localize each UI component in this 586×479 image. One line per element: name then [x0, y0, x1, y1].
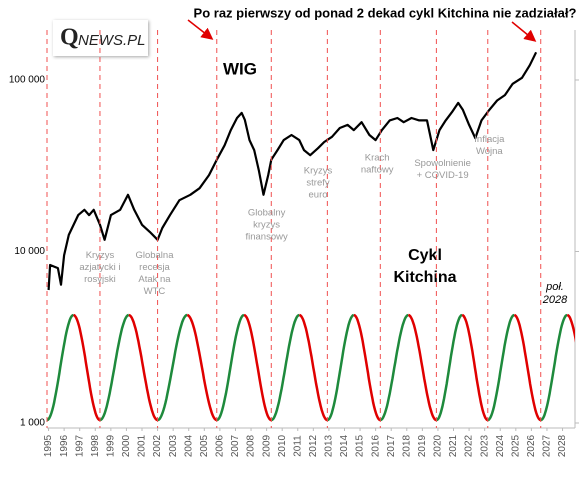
x-tick-label: 2003: [168, 434, 179, 457]
annotation: WTC: [144, 286, 166, 297]
x-tick-label: 2000: [121, 434, 132, 457]
x-tick-label: 1996: [59, 434, 70, 457]
cycle-rise: [47, 313, 74, 422]
cycle-rise: [216, 313, 245, 422]
series-line: [47, 51, 538, 291]
x-tick-label: 2017: [386, 434, 397, 457]
logo-q: Q: [60, 25, 79, 51]
x-tick-label: 2024: [495, 434, 506, 457]
x-tick-label: 2025: [510, 434, 521, 457]
cycle-fall: [128, 313, 158, 422]
x-tick-label: 2027: [542, 434, 553, 457]
x-tick-label: 1997: [74, 434, 85, 457]
cycle-rise: [487, 313, 515, 422]
logo-text: NEWS.PL: [78, 32, 146, 49]
cycle-rise: [540, 313, 568, 422]
cycle-rise: [157, 313, 188, 422]
annotation: strefy: [306, 177, 329, 188]
x-tick-label: 2014: [339, 434, 350, 457]
x-tick-label: 2016: [370, 434, 381, 457]
cycle-fall: [73, 313, 101, 422]
x-tick-label: 2001: [137, 434, 148, 457]
annotation: Wojna: [476, 146, 503, 157]
y-tick-label: 10 000: [14, 246, 45, 257]
annotation: azjatycki i: [79, 262, 120, 273]
annotation: Globalna: [135, 250, 174, 261]
cycle-fall: [186, 313, 218, 422]
annotation: Inflacja: [474, 134, 505, 145]
cycle-fall: [353, 313, 381, 422]
series-label: WIG: [223, 59, 257, 78]
x-tick-label: 2015: [355, 434, 366, 457]
annotation: kryzys: [253, 219, 280, 230]
x-tick-label: 1998: [90, 434, 101, 457]
arrow: [187, 19, 214, 40]
x-tick-label: 1995: [43, 434, 54, 457]
x-tick-label: 2007: [230, 434, 241, 457]
x-tick-label: 2019: [417, 434, 428, 457]
x-tick-label: 2011: [292, 435, 303, 457]
y-tick-label: 100 000: [9, 75, 46, 86]
arrow: [511, 21, 537, 42]
x-tick-label: 2022: [464, 434, 475, 457]
annotation: + COVID-19: [417, 170, 469, 181]
x-tick-label: 2023: [479, 434, 490, 457]
y-tick-label: 1 000: [20, 418, 45, 429]
x-tick-label: 2018: [401, 434, 412, 457]
x-tick-label: 1999: [105, 434, 116, 457]
annotation: Atak na: [138, 274, 171, 285]
annotation: euro: [309, 189, 328, 200]
cycle-fall: [461, 313, 489, 422]
annotation: Spowolnienie: [414, 158, 471, 169]
x-tick-label: 2010: [277, 434, 288, 457]
annotation: Kryzys: [86, 250, 115, 261]
annotation: finansowy: [245, 231, 287, 242]
logo-box: [53, 20, 148, 56]
x-tick-label: 2020: [433, 434, 444, 457]
cycle-rise: [435, 313, 463, 422]
annotation: Kryzys: [304, 165, 333, 176]
forecast-label: 2028: [542, 294, 568, 306]
x-tick-label: 2004: [183, 434, 194, 457]
cycle-label: Kitchina: [393, 269, 456, 286]
cycle-fall: [407, 313, 437, 422]
x-tick-label: 2012: [308, 434, 319, 457]
x-tick-label: 2013: [324, 434, 335, 457]
cycle-rise: [270, 313, 300, 422]
chart-title: Po raz pierwszy od ponad 2 dekad cykl Ki…: [194, 5, 577, 20]
cycle-fall: [298, 313, 328, 422]
cycle-fall: [243, 313, 272, 422]
cycle-rise: [379, 313, 409, 422]
x-tick-label: 2002: [152, 434, 163, 457]
cycle-label: Cykl: [408, 247, 442, 264]
annotation: naftowy: [361, 165, 394, 176]
annotation: recesja: [139, 262, 170, 273]
x-tick-label: 2026: [526, 434, 537, 457]
cycle-rise: [326, 313, 355, 422]
x-tick-label: 2028: [557, 434, 568, 457]
forecast-label: poł.: [545, 281, 564, 293]
plot-area: [47, 51, 575, 422]
x-tick-label: 2005: [199, 434, 210, 457]
x-tick-label: 2009: [261, 434, 272, 457]
annotation: Globalny: [248, 207, 286, 218]
x-tick-label: 2008: [246, 434, 257, 457]
cycle-fall: [566, 313, 575, 343]
annotation: rosyjski: [84, 274, 116, 285]
cycle-rise: [99, 313, 130, 422]
x-tick-label: 2021: [448, 434, 459, 457]
cycle-fall: [513, 313, 542, 422]
x-tick-label: 2006: [215, 434, 226, 457]
annotation: Krach: [365, 153, 390, 164]
